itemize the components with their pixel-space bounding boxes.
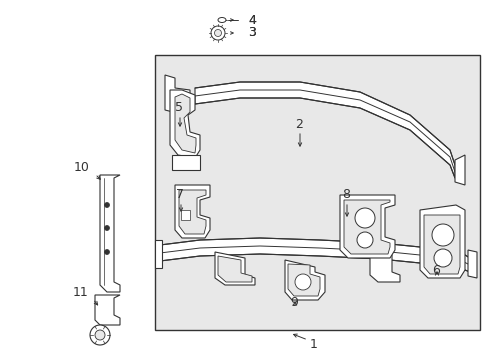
Text: 8: 8: [341, 189, 349, 202]
Polygon shape: [369, 248, 399, 282]
Text: 5: 5: [175, 102, 183, 114]
Polygon shape: [343, 200, 389, 254]
Circle shape: [210, 26, 224, 40]
Text: 3: 3: [247, 27, 255, 40]
Text: 7: 7: [176, 189, 183, 202]
Circle shape: [95, 330, 105, 340]
Text: 4: 4: [247, 13, 255, 27]
Polygon shape: [287, 264, 319, 296]
Ellipse shape: [218, 18, 225, 22]
Polygon shape: [285, 260, 325, 300]
Polygon shape: [467, 250, 476, 278]
Text: 11: 11: [72, 287, 88, 300]
Circle shape: [294, 274, 310, 290]
Text: 2: 2: [294, 118, 302, 131]
Polygon shape: [454, 155, 464, 185]
Polygon shape: [95, 295, 120, 325]
Polygon shape: [100, 175, 120, 292]
Circle shape: [433, 249, 451, 267]
Text: 9: 9: [289, 296, 297, 309]
Circle shape: [104, 202, 109, 207]
Circle shape: [104, 249, 109, 255]
Polygon shape: [218, 256, 251, 282]
Circle shape: [104, 225, 109, 230]
Polygon shape: [195, 82, 454, 178]
Polygon shape: [181, 210, 190, 220]
Circle shape: [90, 325, 110, 345]
Text: 3: 3: [247, 27, 255, 40]
Polygon shape: [175, 185, 209, 238]
Polygon shape: [215, 252, 254, 285]
Circle shape: [354, 208, 374, 228]
Polygon shape: [160, 238, 469, 272]
Polygon shape: [423, 215, 459, 274]
Polygon shape: [419, 205, 464, 278]
Text: 10: 10: [74, 162, 90, 175]
Polygon shape: [170, 90, 200, 158]
Polygon shape: [339, 195, 394, 258]
Circle shape: [356, 232, 372, 248]
Polygon shape: [155, 240, 162, 268]
Polygon shape: [179, 190, 205, 234]
Polygon shape: [172, 155, 200, 170]
Polygon shape: [164, 75, 190, 115]
Text: 6: 6: [431, 264, 439, 276]
Polygon shape: [175, 94, 196, 153]
Text: 1: 1: [309, 338, 317, 351]
Text: 4: 4: [247, 13, 255, 27]
Circle shape: [214, 30, 221, 36]
Circle shape: [431, 224, 453, 246]
Bar: [155, 55, 479, 330]
